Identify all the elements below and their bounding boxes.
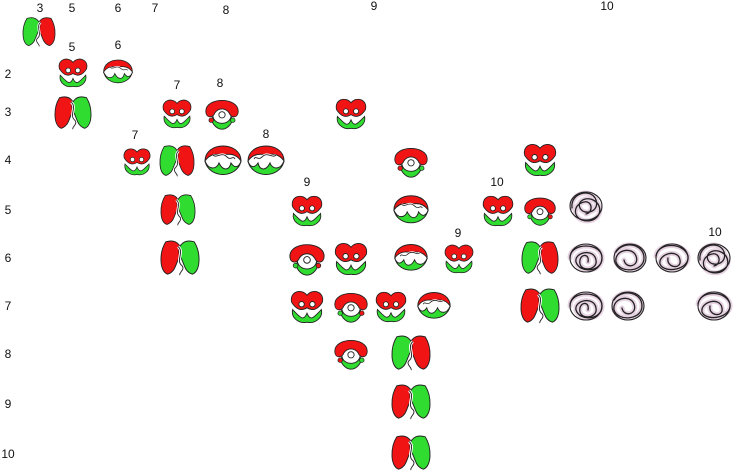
knot-plain-icon (695, 291, 733, 321)
column-label: 5 (69, 1, 76, 15)
knot-colored-icon (523, 144, 557, 176)
knot-colored-icon (21, 16, 57, 48)
knot-colored-icon (290, 291, 324, 323)
row-label: 5 (5, 203, 12, 217)
knot-label: 9 (304, 175, 311, 189)
column-label: 7 (152, 1, 159, 15)
knot-colored-icon (123, 148, 151, 176)
knot-colored-icon (335, 98, 367, 130)
knot-label: 9 (455, 226, 462, 240)
knot-colored-icon (158, 144, 196, 178)
row-label: 8 (5, 347, 12, 361)
knot-plain-icon (567, 291, 605, 321)
knot-colored-icon (394, 147, 428, 178)
knot-label: 10 (490, 175, 504, 189)
knot-colored-icon (519, 287, 561, 325)
knot-label: 7 (132, 128, 139, 142)
knot-colored-icon (159, 239, 201, 277)
knot-plain-icon (697, 242, 731, 276)
knot-colored-icon (444, 244, 474, 274)
row-label: 6 (5, 251, 12, 265)
knot-plain-icon (611, 290, 645, 321)
knot-colored-icon (102, 58, 134, 84)
column-label: 6 (115, 1, 122, 15)
knot-colored-icon (334, 339, 368, 370)
row-label: 9 (5, 397, 12, 411)
knot-colored-icon (334, 292, 368, 323)
knot-colored-icon (390, 383, 432, 421)
column-label: 8 (223, 3, 230, 17)
knot-colored-icon (416, 291, 452, 320)
knot-colored-icon (375, 291, 407, 323)
knot-colored-icon (392, 194, 430, 225)
row-label: 3 (5, 105, 12, 119)
row-label: 10 (1, 447, 15, 461)
knot-colored-icon (393, 243, 429, 272)
knot-colored-icon (520, 240, 560, 276)
knot-label: 6 (115, 38, 122, 52)
knot-colored-icon (390, 434, 432, 472)
knot-label: 8 (217, 76, 224, 90)
knot-label: 7 (174, 78, 181, 92)
knot-plain-icon (569, 190, 603, 224)
knot-label: 10 (708, 225, 722, 239)
knot-colored-icon (159, 193, 197, 227)
knot-colored-icon (205, 99, 239, 130)
column-label: 10 (600, 0, 614, 13)
knot-label: 5 (69, 40, 76, 54)
knot-colored-icon (334, 243, 368, 275)
knot-colored-icon (203, 144, 243, 176)
knot-label: 8 (263, 127, 270, 141)
knot-colored-icon (482, 195, 514, 227)
knot-colored-icon (390, 334, 432, 372)
knot-colored-icon (524, 197, 556, 226)
knot-colored-icon (53, 95, 93, 131)
knot-plain-icon (613, 242, 647, 273)
knot-colored-icon (162, 99, 192, 129)
knot-colored-icon (58, 58, 88, 88)
column-label: 9 (371, 0, 378, 13)
column-label: 3 (37, 1, 44, 15)
row-label: 4 (5, 153, 12, 167)
knot-plain-icon (653, 243, 691, 273)
row-label: 7 (5, 299, 12, 313)
knot-colored-icon (289, 244, 325, 276)
knot-plain-icon (567, 243, 605, 273)
knot-colored-icon (291, 195, 323, 227)
row-label: 2 (5, 67, 12, 81)
knot-colored-icon (246, 144, 286, 176)
